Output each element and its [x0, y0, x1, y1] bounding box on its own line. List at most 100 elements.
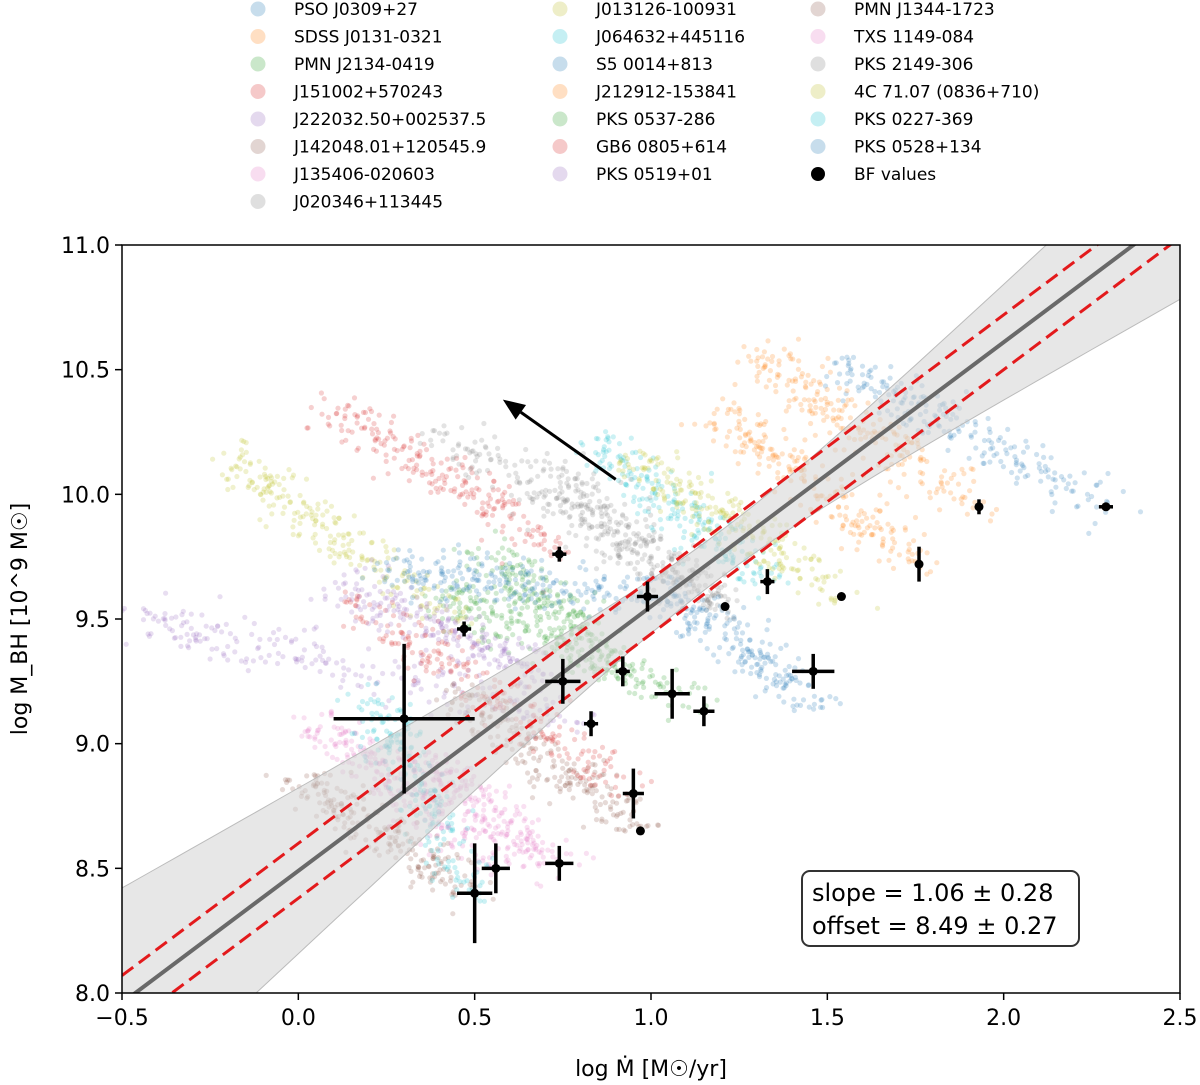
cloud-point [401, 558, 407, 564]
cloud-point [344, 554, 350, 560]
cloud-point [880, 384, 886, 390]
cloud-point [341, 665, 347, 671]
cloud-point [630, 661, 636, 668]
cloud-point [462, 835, 468, 842]
cloud-point [544, 450, 550, 457]
cloud-point [822, 406, 829, 412]
cloud-point [190, 632, 197, 638]
cloud-point [771, 564, 778, 570]
cloud-point [196, 632, 203, 638]
cloud-point [377, 559, 383, 565]
cloud-point [331, 724, 337, 730]
cloud-point [462, 479, 469, 485]
cloud-point [720, 396, 726, 402]
cloud-point [385, 588, 391, 595]
cloud-point [494, 565, 500, 571]
cloud-point [821, 579, 827, 585]
bf-marker [618, 666, 628, 676]
cloud-point [372, 583, 378, 590]
cloud-point [825, 573, 831, 580]
cloud-point [540, 589, 546, 595]
cloud-point [389, 641, 395, 647]
cloud-point [463, 480, 469, 486]
cloud-point [671, 547, 678, 553]
cloud-point [450, 447, 456, 453]
cloud-point [601, 594, 607, 600]
cloud-point [1052, 477, 1058, 483]
cloud-point [514, 842, 520, 848]
cloud-point [722, 631, 728, 637]
cloud-point [297, 492, 303, 499]
cloud-point [401, 578, 408, 584]
cloud-point [635, 531, 642, 537]
cloud-point [859, 518, 865, 525]
cloud-point [584, 480, 590, 487]
cloud-point [150, 616, 156, 622]
cloud-point [960, 494, 966, 500]
cloud-point [507, 572, 513, 578]
cloud-point [595, 774, 601, 781]
cloud-point [425, 655, 431, 661]
cloud-point [396, 622, 402, 628]
cloud-point [330, 672, 336, 678]
cloud-point [467, 491, 473, 497]
cloud-point [566, 597, 573, 603]
cloud-point [747, 429, 753, 435]
cloud-point [372, 438, 378, 444]
cloud-point [704, 620, 711, 626]
cloud-point [481, 597, 487, 603]
cloud-point [489, 585, 495, 591]
legend-entry: PSO J0309+27 [250, 0, 418, 20]
cloud-point [703, 621, 710, 627]
cloud-point [763, 685, 770, 691]
cloud-point [453, 620, 459, 626]
cloud-point [487, 834, 493, 840]
bf-marker [720, 602, 730, 612]
cloud-point [707, 420, 713, 426]
cloud-point [661, 675, 667, 681]
cloud-point [401, 617, 407, 623]
cloud-point [338, 422, 344, 428]
cloud-point [618, 479, 624, 486]
cloud-point [410, 682, 416, 688]
cloud-point [1038, 469, 1044, 475]
cloud-point [680, 703, 686, 709]
cloud-point [463, 826, 469, 833]
cloud-point [349, 609, 355, 615]
cloud-point [581, 731, 588, 737]
cloud-point [547, 549, 553, 555]
cloud-point [602, 528, 608, 535]
cloud-point [602, 503, 608, 509]
cloud-point [518, 570, 524, 576]
cloud-point [471, 599, 477, 605]
cloud-point [578, 751, 585, 757]
cloud-point [499, 612, 505, 618]
cloud-point [382, 438, 388, 444]
cloud-point [837, 512, 843, 518]
cloud-point [653, 495, 659, 501]
cloud-point [169, 628, 175, 634]
cloud-point [640, 485, 646, 491]
cloud-point [461, 817, 467, 823]
cloud-point [762, 654, 768, 661]
cloud-point [318, 390, 324, 396]
cloud-point [833, 416, 840, 422]
cloud-point [479, 561, 485, 567]
cloud-point [705, 598, 711, 604]
cloud-point [383, 458, 389, 464]
legend-entry: PKS 0519+01 [552, 165, 713, 185]
cloud-point [861, 380, 867, 386]
bf-point [654, 668, 690, 719]
cloud-point [385, 471, 391, 477]
cloud-point [776, 693, 782, 700]
cloud-point [407, 614, 413, 620]
cloud-point [536, 758, 542, 764]
cloud-point [647, 674, 653, 680]
cloud-point [444, 820, 451, 826]
cloud-point [692, 503, 698, 509]
cloud-point [480, 625, 487, 631]
cloud-point [613, 519, 620, 525]
cloud-point [827, 369, 834, 375]
cloud-point [335, 603, 341, 609]
cloud-point [348, 599, 354, 605]
